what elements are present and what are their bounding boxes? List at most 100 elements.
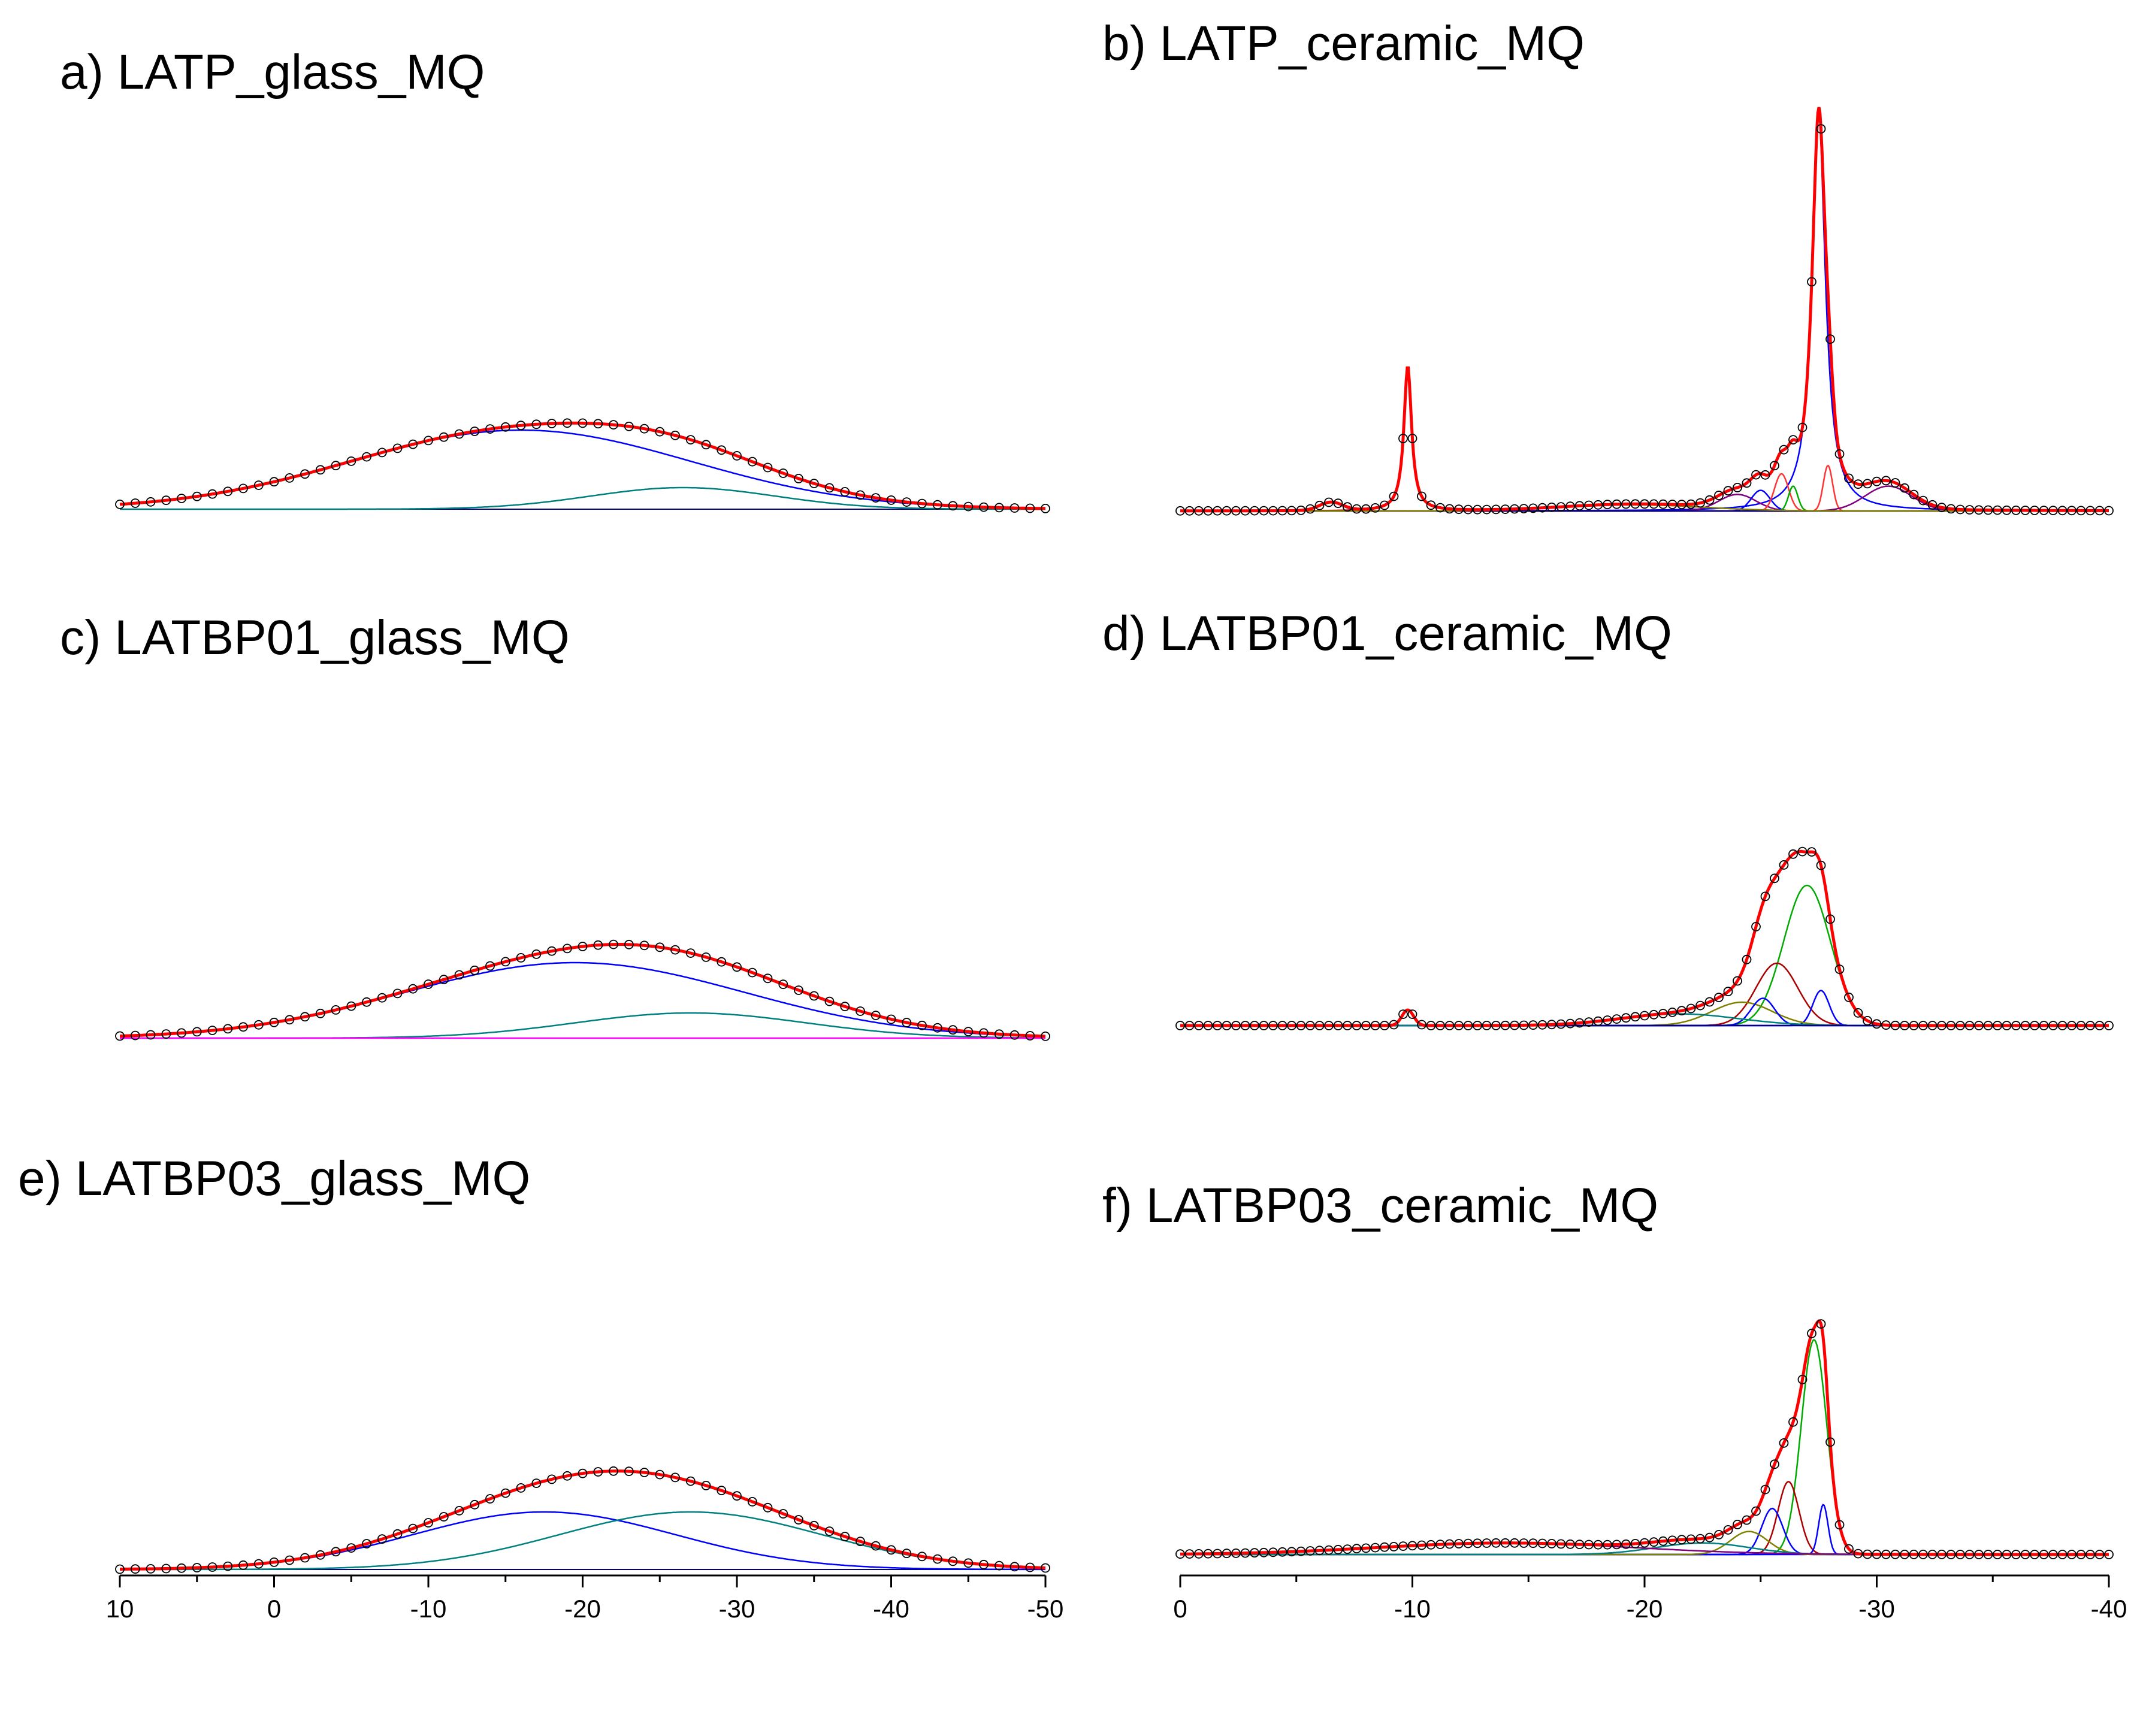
data-point [1946,504,1956,514]
data-point [207,1562,217,1572]
data-point [1454,504,1464,515]
component-line-1 [120,1511,1045,1571]
data-point [1259,1547,1269,1557]
data-point [1398,434,1408,443]
data-point [285,1015,295,1025]
data-point [2011,1550,2021,1559]
data-point [1482,504,1492,515]
data-point [1584,1540,1594,1550]
data-point [1872,1019,1882,1029]
data-point [1993,1550,2002,1559]
data-point [1184,1021,1195,1030]
data-point [424,979,433,989]
data-point [1333,498,1343,509]
data-point [1370,1021,1380,1030]
data-point [1714,1529,1724,1540]
data-point [1955,1021,1965,1030]
data-point [1407,1541,1417,1551]
data-point [1751,1506,1761,1516]
data-point [1333,1021,1343,1030]
data-point [902,497,912,507]
data-point [1640,499,1649,509]
data-point [177,494,186,503]
x-tick-label: -40 [873,1595,909,1623]
data-point [1788,1417,1798,1427]
data-point [1658,1009,1668,1018]
data-point [1222,506,1232,516]
data-point [670,945,680,955]
data-point [1844,1544,1854,1554]
data-point [1240,1021,1250,1030]
data-point [1927,500,1938,510]
x-tick-label: -10 [1394,1595,1431,1623]
data-point [1240,506,1250,516]
data-point [1900,1549,1909,1559]
data-point [1528,503,1538,513]
data-point [1788,435,1798,444]
data-point [1603,1540,1612,1550]
data-point [1974,1021,1984,1030]
data-point [2057,1021,2068,1030]
data-point [1510,1020,1519,1030]
data-point [1955,1550,1965,1559]
data-point [1881,476,1891,486]
data-point [424,435,433,446]
data-point [624,939,634,949]
data-point [1816,1319,1826,1329]
x-tick-label: -10 [410,1595,447,1623]
component-line-4 [1180,1001,2109,1027]
data-point [2094,506,2105,516]
data-point [1742,478,1752,488]
data-point [500,1488,510,1498]
data-point [1426,500,1436,510]
data-point [1473,1538,1482,1549]
data-point [1491,1021,1501,1030]
data-point [1881,1020,1891,1030]
data-point [1025,503,1035,513]
data-point [1370,1543,1380,1553]
data-point [424,1518,433,1528]
data-point [1574,501,1585,511]
data-point [1454,1021,1464,1030]
panel-d: d) LATBP01_ceramic_MQ [1102,606,2114,1030]
data-point [1510,504,1519,514]
data-point [2094,1021,2105,1030]
data-point [670,430,680,440]
data-point [1574,1018,1585,1028]
data-point [1733,976,1742,986]
data-point [763,1502,773,1513]
data-point [547,946,557,956]
data-point [2057,1550,2068,1559]
data-point [1881,1549,1891,1559]
data-point [192,1563,202,1572]
data-point [1352,1544,1362,1554]
data-point [223,1561,233,1571]
data-point [1009,503,1020,513]
data-point [2039,1550,2049,1559]
data-point [1760,1484,1770,1495]
data-point [840,487,850,497]
data-point [1277,1547,1287,1557]
data-point [1834,1520,1845,1530]
data-point [300,1553,310,1563]
data-point [2094,1550,2105,1559]
component-line-2 [1180,114,2109,512]
data-point [439,432,449,442]
data-point [1723,486,1733,496]
data-point [1213,1549,1222,1559]
panel-b: b) LATP_ceramic_MQ [1102,16,2114,516]
data-point [1333,1544,1343,1554]
data-point [238,1560,248,1570]
data-point [377,447,387,458]
data-point [2057,506,2068,516]
data-point [871,1541,881,1551]
data-point [1751,470,1761,480]
data-point [2039,1021,2049,1030]
data-point [1974,1550,1984,1559]
data-point [1918,1021,1928,1030]
data-point [578,1468,588,1478]
data-point [1621,1539,1631,1549]
data-point [1695,498,1705,508]
component-line-6 [1180,485,2109,512]
data-point [1733,1519,1742,1529]
